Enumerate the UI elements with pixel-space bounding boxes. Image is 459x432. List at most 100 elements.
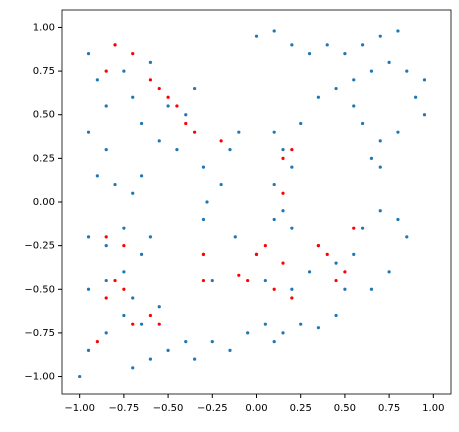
- point: [246, 331, 250, 335]
- point: [237, 273, 241, 277]
- point: [104, 278, 108, 283]
- point: [281, 191, 285, 195]
- point: [325, 43, 329, 47]
- x-tick-label: 0.25: [290, 403, 312, 414]
- point: [360, 226, 365, 230]
- point: [157, 305, 161, 309]
- point: [139, 174, 144, 178]
- point: [246, 278, 250, 283]
- point: [369, 156, 374, 160]
- point: [254, 252, 259, 256]
- point: [86, 130, 91, 134]
- point: [281, 209, 285, 213]
- point: [175, 148, 179, 152]
- y-tick-label: 0.00: [33, 197, 55, 208]
- x-tick-label: 1.00: [422, 403, 444, 414]
- point: [157, 322, 161, 326]
- point: [272, 287, 276, 291]
- point: [166, 104, 170, 108]
- x-tick-label: −0.75: [109, 403, 140, 414]
- point: [352, 104, 356, 108]
- point: [148, 235, 153, 239]
- point: [78, 374, 82, 379]
- point: [148, 357, 153, 361]
- point: [422, 113, 427, 117]
- point: [131, 322, 135, 326]
- point: [122, 244, 126, 248]
- point: [86, 52, 91, 56]
- point: [148, 313, 153, 318]
- point: [290, 226, 294, 230]
- point: [193, 357, 197, 361]
- point: [307, 270, 312, 274]
- y-tick-label: 0.25: [33, 153, 55, 164]
- point: [360, 43, 365, 47]
- point: [316, 326, 320, 330]
- point: [343, 52, 347, 56]
- point: [184, 113, 188, 117]
- point: [175, 104, 179, 108]
- axes-frame: [61, 9, 452, 395]
- point: [299, 121, 303, 126]
- point: [113, 278, 117, 283]
- point: [378, 209, 382, 213]
- point: [387, 270, 391, 274]
- point: [272, 130, 276, 134]
- point: [210, 340, 214, 344]
- point: [352, 78, 356, 82]
- point: [104, 296, 108, 300]
- point: [166, 95, 170, 99]
- point: [228, 348, 232, 352]
- point: [184, 340, 188, 344]
- point: [201, 217, 206, 222]
- point: [405, 69, 409, 73]
- point: [290, 43, 294, 47]
- point: [201, 165, 206, 169]
- point: [369, 287, 374, 291]
- point: [104, 104, 108, 108]
- point: [104, 331, 108, 335]
- point: [184, 121, 188, 126]
- point: [95, 78, 99, 82]
- point: [272, 182, 276, 187]
- point: [95, 174, 99, 178]
- point: [122, 69, 126, 73]
- point: [122, 226, 126, 230]
- x-tick-label: −0.50: [153, 403, 184, 414]
- point: [148, 60, 153, 64]
- point: [139, 322, 144, 326]
- point: [139, 121, 144, 126]
- y-tick-label: −0.75: [24, 328, 55, 339]
- point: [104, 244, 108, 248]
- point: [290, 165, 294, 169]
- x-tick-label: 0.00: [245, 403, 267, 414]
- point: [131, 191, 135, 195]
- y-tick-label: 0.50: [33, 110, 55, 121]
- point: [263, 278, 267, 283]
- point: [299, 322, 303, 326]
- point: [396, 130, 400, 134]
- point: [193, 86, 197, 91]
- x-tick-label: 0.50: [334, 403, 356, 414]
- point: [104, 235, 108, 239]
- x-tick-label: 0.75: [378, 403, 400, 414]
- point: [157, 139, 161, 143]
- y-tick-label: −1.00: [24, 372, 55, 383]
- point: [422, 78, 427, 82]
- point: [281, 156, 285, 160]
- point: [86, 348, 91, 352]
- x-tick-label: −1.00: [64, 403, 95, 414]
- point: [201, 252, 206, 256]
- point: [272, 29, 276, 33]
- point: [343, 287, 347, 291]
- point: [157, 86, 161, 91]
- point: [139, 252, 144, 256]
- point: [378, 34, 382, 38]
- y-tick-label: 1.00: [33, 22, 55, 33]
- point: [113, 43, 117, 47]
- point: [281, 148, 285, 152]
- point: [95, 340, 99, 344]
- point: [228, 148, 232, 152]
- x-tick-label: −0.25: [197, 403, 228, 414]
- point: [219, 182, 223, 187]
